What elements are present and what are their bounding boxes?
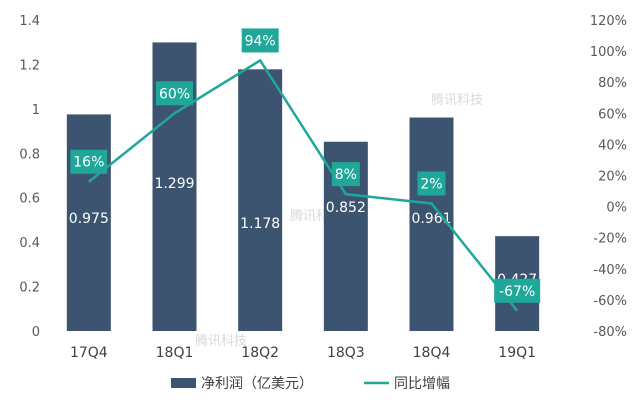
right-axis: -80% -60% -40% -20% 0% 20% 40% 60% 80% 100% 120% (590, 14, 627, 340)
legend: 净利润（亿美元） 同比增幅 (171, 376, 450, 392)
growth-label-text: 60% (159, 86, 190, 102)
legend-line-label: 同比增幅 (394, 376, 450, 392)
left-tick-label: 0.2 (19, 281, 40, 296)
left-tick-label: 1.2 (19, 58, 40, 73)
growth-label: 8% (331, 162, 360, 187)
growth-label-box (494, 278, 541, 303)
growth-label: 60% (156, 81, 193, 106)
left-tick-label: 0.4 (19, 236, 40, 251)
bar (409, 117, 454, 331)
category-label: 17Q4 (70, 345, 108, 361)
growth-label-box (417, 171, 446, 196)
line-labels: 16% 60% 94% 8% 2% -67% (70, 28, 541, 303)
right-tick-label: -60% (593, 294, 627, 309)
growth-label-box (156, 81, 193, 106)
category-label: 19Q1 (498, 345, 536, 361)
watermark-text: 腾讯科技 (431, 92, 483, 108)
growth-label: 2% (417, 171, 446, 196)
bar-value-label: 0.961 (411, 211, 451, 227)
category-label: 18Q2 (241, 345, 279, 361)
growth-label-box (70, 149, 108, 174)
left-tick-label: 0.8 (19, 147, 40, 162)
category-label: 18Q3 (327, 345, 365, 361)
bar-series (66, 42, 540, 332)
left-tick-label: 0 (32, 325, 40, 340)
growth-label-text: -67% (499, 284, 535, 300)
legend-bar-label: 净利润（亿美元） (201, 376, 313, 392)
bar-value-label: 1.299 (154, 176, 194, 192)
right-tick-label: 80% (598, 76, 627, 91)
right-tick-label: 100% (590, 45, 627, 60)
growth-label: 16% (70, 149, 108, 174)
growth-label-text: 8% (335, 167, 357, 183)
growth-label-text: 2% (420, 176, 442, 192)
right-tick-label: 120% (590, 14, 627, 29)
right-tick-label: 0% (606, 201, 627, 216)
left-axis: 0 0.2 0.4 0.6 0.8 1 1.2 1.4 (19, 14, 40, 340)
growth-label: 94% (241, 28, 279, 53)
growth-label: -67% (494, 278, 541, 303)
bar (238, 69, 283, 332)
left-tick-label: 1.4 (19, 14, 40, 29)
watermark-text: 腾讯科技 (195, 333, 247, 349)
category-axis: 17Q4 18Q1 18Q2 18Q3 18Q4 19Q1 (70, 345, 536, 361)
bar-value-label: 1.178 (240, 216, 280, 232)
growth-line (88, 58, 519, 312)
growth-label-text: 16% (73, 155, 104, 171)
bar-value-label: 0.975 (69, 211, 109, 227)
right-tick-label: -80% (593, 325, 627, 340)
growth-label-box (241, 28, 279, 53)
right-tick-label: -40% (593, 263, 627, 278)
growth-label-text: 94% (245, 33, 276, 49)
line-series (88, 58, 519, 312)
category-label: 18Q1 (156, 345, 194, 361)
left-tick-label: 0.6 (19, 192, 40, 207)
left-tick-label: 1 (32, 103, 40, 118)
growth-label-box (331, 162, 360, 187)
right-tick-label: 40% (598, 138, 627, 153)
right-tick-label: 20% (598, 170, 627, 185)
bar-value-label: 0.852 (326, 200, 366, 216)
legend-bar-swatch (171, 378, 196, 388)
category-label: 18Q4 (413, 345, 451, 361)
right-tick-label: -20% (593, 232, 627, 247)
right-tick-label: 60% (598, 107, 627, 122)
